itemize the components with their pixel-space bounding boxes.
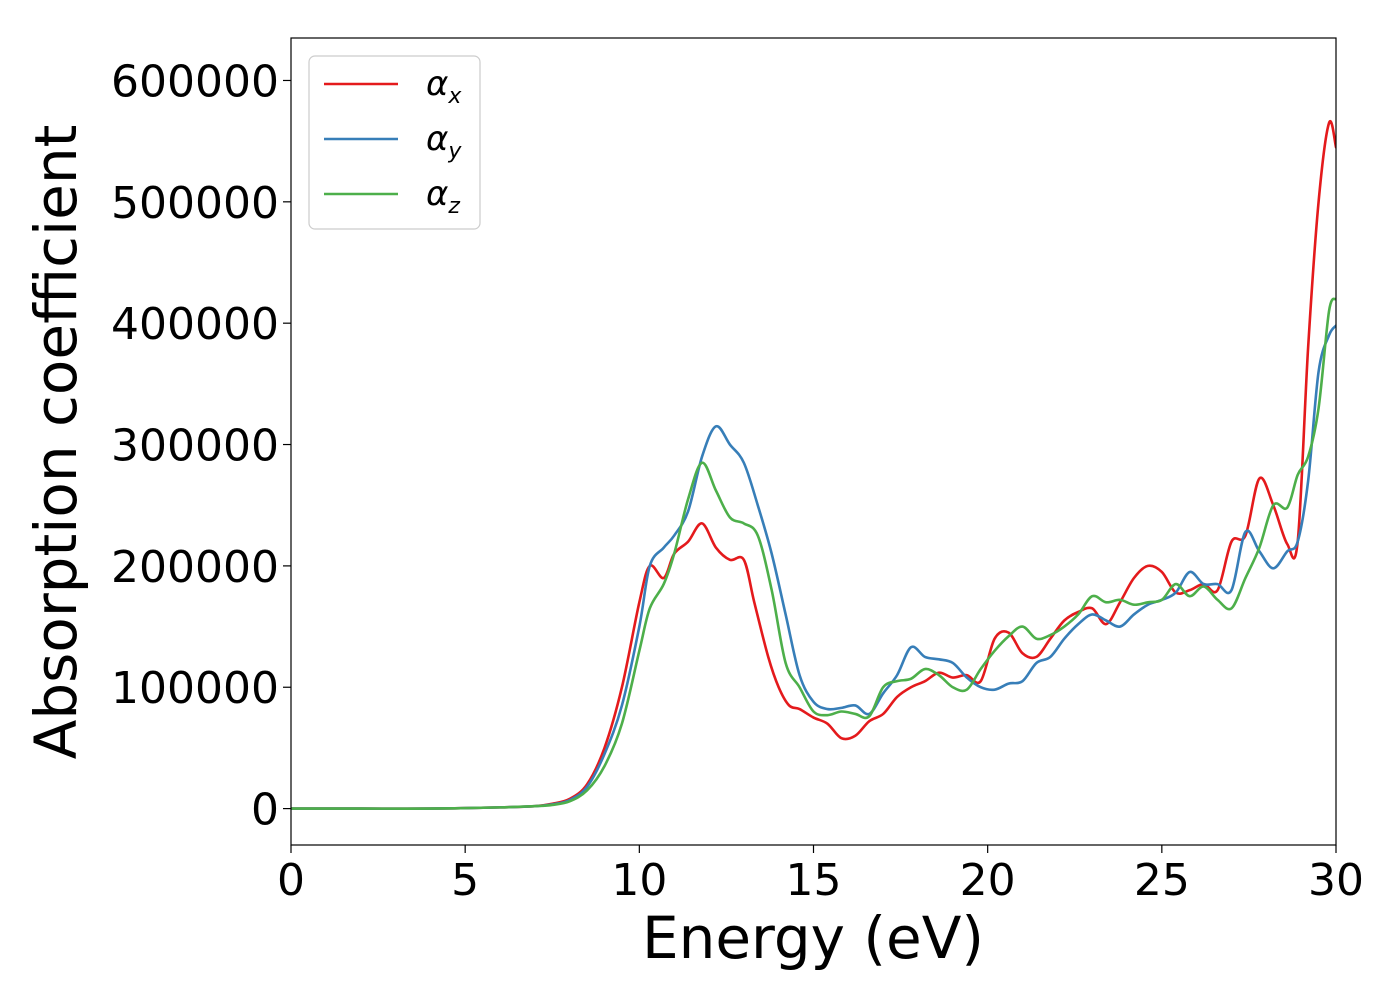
series-line-z xyxy=(291,297,1336,810)
y-axis-title: Absorption coefficient xyxy=(22,125,90,760)
y-tick-label: 300000 xyxy=(111,421,279,472)
y-tick-label: 500000 xyxy=(111,178,279,229)
series-layer xyxy=(291,119,1336,810)
legend-label-x: αx xyxy=(426,64,462,109)
y-tick-label: 600000 xyxy=(111,56,279,107)
y-tick-label: 400000 xyxy=(111,299,279,350)
y-tick-label: 0 xyxy=(251,785,279,836)
x-tick-label: 0 xyxy=(277,855,305,906)
x-tick-label: 15 xyxy=(786,855,842,906)
y-tick-label: 200000 xyxy=(111,542,279,593)
x-tick-label: 30 xyxy=(1308,855,1364,906)
x-tick-label: 10 xyxy=(611,855,667,906)
x-axis: 0 5 10 15 20 25 30 xyxy=(277,845,1364,906)
legend: αx αy αz xyxy=(308,55,481,230)
legend-label-z: αz xyxy=(426,174,460,219)
x-tick-label: 25 xyxy=(1134,855,1190,906)
legend-frame xyxy=(308,55,481,230)
x-tick-label: 20 xyxy=(960,855,1016,906)
x-tick-label: 5 xyxy=(451,855,479,906)
series-line-y xyxy=(291,324,1336,810)
legend-label-y: αy xyxy=(426,119,462,164)
y-axis: 0 100000 200000 300000 400000 500000 600000 xyxy=(111,56,291,836)
series-line-x xyxy=(291,119,1336,810)
y-tick-label: 100000 xyxy=(111,663,279,714)
x-axis-title: Energy (eV) xyxy=(642,904,984,972)
